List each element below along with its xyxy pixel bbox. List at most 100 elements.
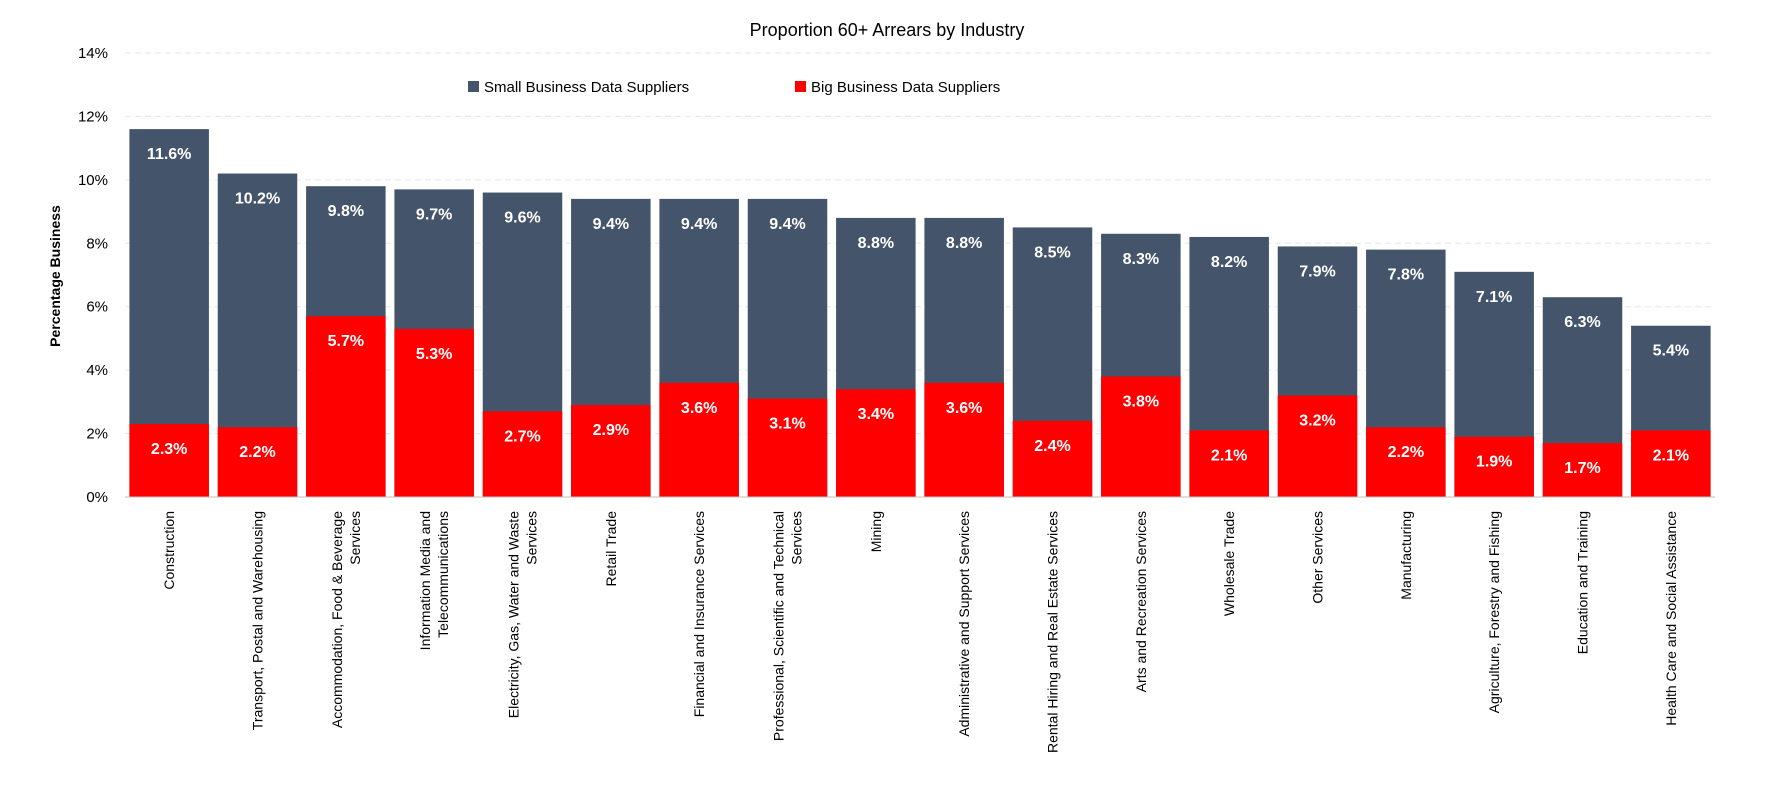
data-label-small-business: 7.8% xyxy=(1388,267,1424,284)
bar-big-business xyxy=(1012,420,1093,497)
data-label-small-business: 9.8% xyxy=(328,203,364,220)
legend-swatch-small-business xyxy=(468,81,479,92)
category-label-line: Agriculture, Forestry and Fishing xyxy=(1486,511,1502,713)
bar-big-business xyxy=(1631,430,1711,497)
category-label: Accommodation, Food & Beverage Services xyxy=(329,511,363,728)
y-axis-ticks: 0% 2% 4% 6% 8% 10% 12% 14% xyxy=(78,45,108,506)
data-label-big-business: 2.2% xyxy=(239,444,275,461)
category-label: Transport, Postal and Warehousing xyxy=(250,511,266,730)
y-tick-label: 10% xyxy=(78,172,108,189)
category-label-line: Manufacturing xyxy=(1398,511,1414,600)
category-label-line: Retail Trade xyxy=(603,511,619,587)
data-label-small-business: 9.4% xyxy=(681,216,717,233)
legend-swatch-big-business xyxy=(795,81,806,92)
bar-big-business xyxy=(217,427,298,497)
bar-big-business xyxy=(747,398,828,497)
data-label-small-business: 5.4% xyxy=(1653,343,1689,360)
y-tick-label: 0% xyxy=(86,489,108,506)
category-label: Financial and Insurance Services xyxy=(691,511,707,717)
bar-big-business xyxy=(1542,443,1623,497)
chart-title: Proportion 60+ Arrears by Industry xyxy=(750,20,1025,40)
data-label-small-business: 10.2% xyxy=(235,191,280,208)
bar-big-business xyxy=(129,424,209,497)
data-label-small-business: 9.7% xyxy=(416,206,452,223)
y-tick-label: 6% xyxy=(86,299,108,316)
grid-layer xyxy=(125,52,1715,435)
category-label: Retail Trade xyxy=(603,511,619,587)
data-label-big-business: 5.3% xyxy=(416,346,452,363)
category-label-line: Administrative and Support Services xyxy=(956,511,972,737)
data-label-big-business: 3.1% xyxy=(769,416,805,433)
data-label-big-business: 3.8% xyxy=(1123,393,1159,410)
y-tick-label: 8% xyxy=(86,235,108,252)
data-labels: 11.6% 2.3% 10.2% 2.2% 9.8% 5.7% 9.7% 5.3% 9.6% 2.… xyxy=(147,146,1689,477)
category-label-line: Wholesale Trade xyxy=(1221,511,1237,616)
category-label-line: Telecommunications xyxy=(435,511,451,638)
bar-big-business xyxy=(924,382,1004,497)
data-label-big-business: 2.9% xyxy=(593,422,629,439)
category-label: Education and Training xyxy=(1575,511,1591,654)
data-label-big-business: 2.2% xyxy=(1388,444,1424,461)
bar-big-business xyxy=(394,328,474,497)
category-label: Other Services xyxy=(1310,511,1326,604)
data-label-small-business: 8.3% xyxy=(1123,251,1159,268)
category-label-line: Rental Hiring and Real Estate Services xyxy=(1045,511,1061,753)
bar-big-business xyxy=(571,405,651,497)
data-label-small-business: 7.9% xyxy=(1299,263,1335,280)
category-label-line: Other Services xyxy=(1310,511,1326,604)
category-label: Manufacturing xyxy=(1398,511,1414,600)
data-label-small-business: 8.8% xyxy=(946,235,982,252)
category-label: Mining xyxy=(868,511,884,552)
data-label-small-business: 9.4% xyxy=(769,216,805,233)
bar-big-business xyxy=(1366,427,1446,497)
category-label: Wholesale Trade xyxy=(1221,511,1237,616)
category-label-line: Arts and Recreation Services xyxy=(1133,511,1149,692)
y-axis-label: Percentage Business xyxy=(47,205,63,347)
bar-big-business xyxy=(1454,436,1534,497)
data-label-small-business: 7.1% xyxy=(1476,289,1512,306)
category-label: Agriculture, Forestry and Fishing xyxy=(1486,511,1502,713)
y-tick-label: 4% xyxy=(86,362,108,379)
category-label-line: Services xyxy=(347,511,363,565)
category-label-line: Health Care and Social Assistance xyxy=(1663,511,1679,726)
data-label-big-business: 2.3% xyxy=(151,441,187,458)
category-label: Electricity, Gas, Water and Waste Service… xyxy=(506,511,540,718)
data-label-small-business: 11.6% xyxy=(147,146,191,163)
category-label: Rental Hiring and Real Estate Services xyxy=(1045,511,1061,753)
bar-big-business xyxy=(1189,430,1269,497)
category-label-line: Education and Training xyxy=(1575,511,1591,654)
category-label: Information Media and Telecommunications xyxy=(417,511,451,650)
bar-big-business xyxy=(1101,376,1181,497)
category-label-line: Professional, Scientific and Technical xyxy=(771,511,787,741)
category-label-line: Construction xyxy=(161,511,177,590)
category-label: Professional, Scientific and Technical Se… xyxy=(771,511,805,741)
bar-big-business xyxy=(306,316,386,497)
bars xyxy=(129,129,1711,498)
bar-big-business xyxy=(1277,395,1358,497)
y-tick-label: 12% xyxy=(78,108,108,125)
data-label-small-business: 9.4% xyxy=(593,216,629,233)
category-label: Construction xyxy=(161,511,177,590)
data-label-big-business: 2.7% xyxy=(504,428,540,445)
legend-label-big-business: Big Business Data Suppliers xyxy=(811,79,1000,96)
category-label: Administrative and Support Services xyxy=(956,511,972,737)
data-label-big-business: 3.2% xyxy=(1299,413,1335,430)
data-label-big-business: 2.4% xyxy=(1034,438,1070,455)
data-label-small-business: 8.2% xyxy=(1211,254,1247,271)
data-label-big-business: 3.6% xyxy=(946,400,982,417)
data-label-small-business: 6.3% xyxy=(1564,314,1600,331)
legend-label-small-business: Small Business Data Suppliers xyxy=(484,79,689,96)
category-label-line: Accommodation, Food & Beverage xyxy=(329,511,345,728)
data-label-big-business: 1.9% xyxy=(1476,454,1512,471)
data-label-big-business: 1.7% xyxy=(1564,460,1600,477)
category-label-line: Services xyxy=(524,511,540,565)
data-label-small-business: 9.6% xyxy=(504,210,540,227)
x-axis-categories: Construction Transport, Postal and Wareho… xyxy=(161,511,1679,753)
data-label-big-business: 5.7% xyxy=(328,333,364,350)
y-tick-label: 14% xyxy=(78,45,108,62)
data-label-big-business: 3.4% xyxy=(858,406,894,423)
bar-big-business xyxy=(659,382,739,497)
data-label-big-business: 3.6% xyxy=(681,400,717,417)
